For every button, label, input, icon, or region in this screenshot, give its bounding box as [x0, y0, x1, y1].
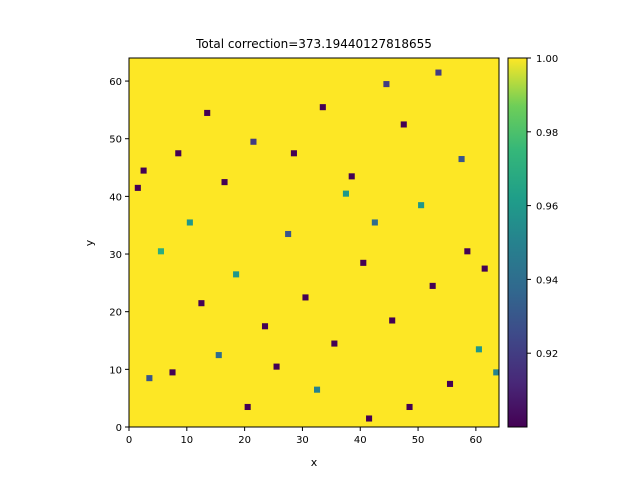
heatmap-cell: [157, 248, 164, 255]
colorbar-tick-label: 0.92: [536, 349, 558, 360]
heatmap-cell: [250, 138, 257, 145]
heatmap-cell: [493, 369, 500, 376]
x-tick-label: 40: [354, 435, 367, 446]
y-tick-label: 60: [109, 77, 122, 88]
y-axis-label: y: [83, 239, 96, 246]
x-tick-label: 50: [412, 435, 425, 446]
heatmap-cell: [389, 317, 396, 324]
heatmap-cell: [429, 282, 436, 289]
heatmap-cell: [134, 184, 141, 191]
y-tick-label: 20: [109, 308, 122, 319]
heatmap-cell: [140, 167, 147, 174]
heatmap-cells: [129, 58, 500, 427]
heatmap-cell: [475, 346, 482, 353]
colorbar-ticks: 0.92 0.94 0.96 0.98 1.00: [527, 54, 558, 360]
heatmap-cell: [331, 340, 338, 347]
heatmap-cell: [169, 369, 176, 376]
heatmap-cell: [186, 219, 193, 226]
heatmap-cell: [418, 202, 425, 209]
x-tick-label: 20: [238, 435, 251, 446]
heatmap-cell: [244, 403, 251, 411]
heatmap-cell: [273, 363, 280, 370]
heatmap-cell: [400, 121, 407, 128]
heatmap-cell: [175, 150, 182, 157]
colorbar-tick-label: 0.98: [536, 128, 558, 139]
heatmap-cell: [371, 219, 378, 226]
heatmap-cell: [406, 403, 413, 411]
heatmap-cell: [348, 173, 355, 180]
x-tick-label: 10: [180, 435, 193, 446]
heatmap-cell: [458, 156, 465, 163]
plot-frame: [128, 57, 500, 428]
y-tick-label: 40: [109, 192, 122, 203]
heatmap-cell: [290, 150, 297, 157]
chart-title: Total correction=373.19440127818655: [195, 37, 432, 51]
heatmap-cell: [215, 352, 222, 359]
y-tick-label: 30: [109, 250, 122, 261]
colorbar-tick-label: 0.96: [536, 202, 558, 213]
heatmap-cell: [221, 179, 228, 186]
colorbar-tick-label: 0.94: [536, 275, 558, 286]
x-axis-label: x: [311, 456, 318, 469]
heatmap-background: [129, 58, 499, 427]
heatmap-cell: [481, 265, 488, 272]
heatmap-cell: [446, 380, 454, 387]
y-axis-ticks: 0 10 20 30 40 50 60: [109, 77, 129, 434]
heatmap-cell: [233, 271, 240, 278]
heatmap-cell: [146, 375, 153, 382]
heatmap-cell: [360, 259, 367, 266]
heatmap-cell: [314, 386, 321, 393]
heatmap-cell: [302, 294, 309, 301]
x-tick-label: 0: [126, 435, 132, 446]
heatmap-cell: [204, 109, 211, 116]
colorbar: [507, 57, 528, 428]
heatmap-cell: [435, 69, 442, 76]
y-tick-label: 50: [109, 135, 122, 146]
x-tick-label: 60: [470, 435, 483, 446]
heatmap-cell: [198, 300, 205, 307]
heatmap-cell: [342, 190, 349, 197]
heatmap-cell: [261, 323, 269, 330]
heatmap-cell: [383, 81, 390, 88]
x-axis-ticks: 0 10 20 30 40 50 60: [126, 427, 482, 446]
y-tick-label: 10: [109, 365, 122, 376]
heatmap-cell: [464, 248, 471, 255]
heatmap-cell: [285, 230, 292, 238]
y-tick-label: 0: [116, 423, 122, 434]
heatmap-cell: [366, 415, 373, 422]
heatmap-cell: [319, 104, 326, 111]
colorbar-tick-label: 1.00: [536, 54, 558, 65]
x-tick-label: 30: [296, 435, 309, 446]
